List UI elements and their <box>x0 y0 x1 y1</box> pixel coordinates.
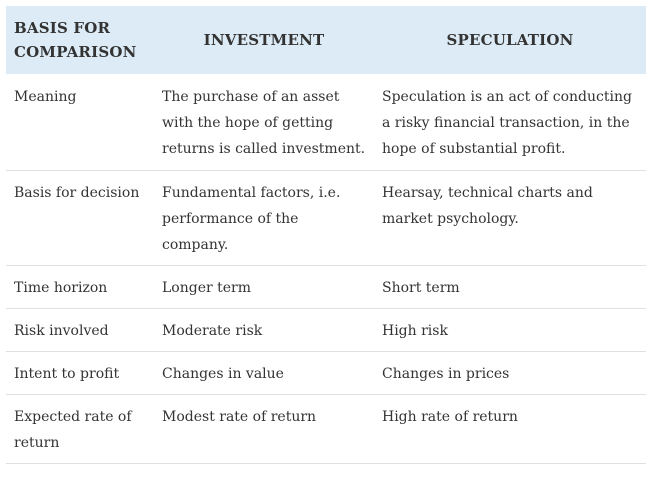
table-header: BASIS FOR COMPARISON INVESTMENT SPECULAT… <box>6 6 646 74</box>
speculation-cell: Hearsay, technical charts and market psy… <box>382 185 593 227</box>
header-investment: INVESTMENT <box>203 31 325 49</box>
row-label: Meaning <box>14 89 77 105</box>
investment-cell: Moderate risk <box>162 323 263 339</box>
comparison-table-container: BASIS FOR COMPARISON INVESTMENT SPECULAT… <box>6 6 646 464</box>
header-speculation: SPECULATION <box>446 31 574 49</box>
investment-cell: Fundamental factors, i.e. performance of… <box>162 185 341 253</box>
table-row: Meaning The purchase of an asset with th… <box>6 74 646 171</box>
speculation-cell: Changes in prices <box>382 366 510 382</box>
header-basis-for-comparison: BASIS FOR COMPARISON <box>14 19 137 61</box>
speculation-cell: High rate of return <box>382 409 518 425</box>
speculation-cell: High risk <box>382 323 448 339</box>
row-label: Time horizon <box>14 280 108 296</box>
investment-cell: The purchase of an asset with the hope o… <box>162 89 366 157</box>
header-row: BASIS FOR COMPARISON INVESTMENT SPECULAT… <box>6 6 646 74</box>
table-row: Intent to profit Changes in value Change… <box>6 352 646 395</box>
speculation-cell: Short term <box>382 280 460 296</box>
table-body: Meaning The purchase of an asset with th… <box>6 74 646 464</box>
speculation-cell: Speculation is an act of conducting a ri… <box>382 89 632 157</box>
investment-cell: Changes in value <box>162 366 284 382</box>
row-label: Basis for decision <box>14 185 140 201</box>
table-row: Risk involved Moderate risk High risk <box>6 309 646 352</box>
table-row: Basis for decision Fundamental factors, … <box>6 171 646 266</box>
row-label: Intent to profit <box>14 366 120 382</box>
investment-cell: Longer term <box>162 280 252 296</box>
table-row: Time horizon Longer term Short term <box>6 266 646 309</box>
investment-cell: Modest rate of return <box>162 409 317 425</box>
row-label: Expected rate of return <box>14 409 132 451</box>
table-row: Expected rate of return Modest rate of r… <box>6 395 646 464</box>
comparison-table: BASIS FOR COMPARISON INVESTMENT SPECULAT… <box>6 6 646 464</box>
row-label: Risk involved <box>14 323 109 339</box>
